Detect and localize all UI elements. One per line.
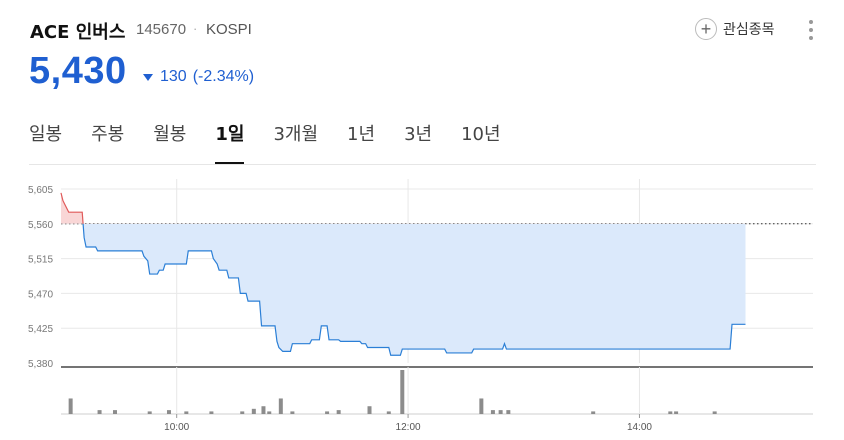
volume-bar [267,411,272,414]
x-tick-label: 10:00 [164,422,189,433]
volume-bar [386,411,391,414]
volume-bar [325,411,330,414]
price-area-above-close [61,192,84,224]
current-price: 5,430 [29,50,127,92]
change-percent: (-2.34%) [192,68,255,85]
watchlist-label: 관심종목 [723,22,775,38]
y-tick-label: 5,515 [28,255,53,266]
volume-bar [290,411,295,414]
price-line-below-close [82,223,746,356]
tab-weekly[interactable]: 주봉 [91,124,125,145]
volume-bar [336,410,341,414]
volume-bar [479,398,484,414]
volume-bar [278,398,283,414]
y-tick-label: 5,380 [28,359,53,370]
volume-bar [490,410,495,414]
tab-1year[interactable]: 1년 [347,124,376,145]
volume-bar [97,410,102,414]
tab-3month[interactable]: 3개월 [273,124,319,145]
volume-bar [240,411,245,414]
volume-bar [261,406,266,414]
more-vertical-icon[interactable] [808,20,814,40]
change-amount: 130 [160,68,187,85]
y-tick-label: 5,605 [28,185,53,196]
tab-1day[interactable]: 1일 [215,120,245,164]
volume-bar [251,408,256,414]
price-change: 130 (-2.34%) [143,68,254,86]
y-tick-label: 5,560 [28,220,53,231]
volume-bar [147,411,152,414]
tab-monthly[interactable]: 월봉 [153,124,187,145]
volume-bar [712,411,717,414]
volume-bar [166,410,171,414]
volume-bar [367,406,372,414]
price-area-below-close [61,223,746,356]
plus-circle-icon: + [695,18,717,40]
y-tick-label: 5,470 [28,289,53,300]
x-tick-label: 14:00 [627,422,652,433]
volume-bar [668,411,673,414]
tabs-divider [29,164,816,165]
volume-bar [68,398,73,414]
volume-bar [506,410,511,414]
volume-bar [498,410,503,414]
triangle-down-icon [143,74,153,81]
stock-header: ACE 인버스 145670 · KOSPI + 관심종목 [30,16,820,43]
volume-bar [591,411,596,414]
stock-name: ACE 인버스 [30,22,126,43]
volume-bar [112,410,117,414]
stock-code: 145670 [136,21,187,38]
volume-bar [209,411,214,414]
tab-daily[interactable]: 일봉 [29,124,63,145]
period-tabs: 일봉 주봉 월봉 1일 3개월 1년 3년 10년 [29,120,530,164]
add-watchlist-button[interactable]: + 관심종목 [695,16,775,42]
volume-bar [400,370,405,414]
x-tick-label: 12:00 [396,422,421,433]
tab-3year[interactable]: 3년 [404,124,433,145]
volume-bar [184,411,189,414]
tab-10year[interactable]: 10년 [461,124,501,145]
market-name: KOSPI [206,21,252,38]
intraday-price-chart[interactable]: 5,605 5,560 5,515 5,470 5,425 5,380 10:00 12:0… [0,170,844,440]
y-tick-label: 5,425 [28,324,53,335]
volume-bar [674,411,679,414]
separator-dot: · [193,21,198,36]
